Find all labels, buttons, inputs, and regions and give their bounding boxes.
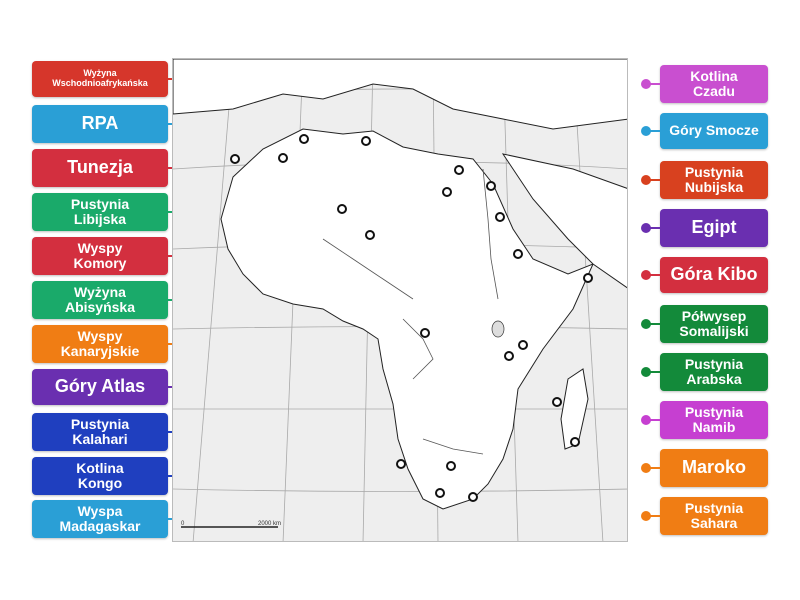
left-label-0[interactable]: Wyżyna Wschodnioafrykańska bbox=[32, 61, 184, 97]
map-marker[interactable] bbox=[518, 340, 528, 350]
left-label-7[interactable]: Góry Atlas bbox=[32, 369, 184, 405]
label-text: Kotlina Kongo bbox=[76, 459, 124, 491]
map-marker[interactable] bbox=[504, 351, 514, 361]
map-graphic: 0 2000 km bbox=[173, 59, 627, 541]
label-text: Kotlina Czadu bbox=[690, 67, 738, 99]
map-marker[interactable] bbox=[278, 153, 288, 163]
map-marker[interactable] bbox=[442, 187, 452, 197]
pin-dot[interactable] bbox=[641, 511, 651, 521]
map-marker[interactable] bbox=[583, 273, 593, 283]
label-text: Wyżyna Wschodnioafrykańska bbox=[52, 68, 148, 88]
label-text: Góry Atlas bbox=[54, 376, 146, 397]
europe-landmass bbox=[173, 59, 627, 130]
map-marker[interactable] bbox=[486, 181, 496, 191]
pin-dot[interactable] bbox=[641, 223, 651, 233]
left-label-2[interactable]: Tunezja bbox=[32, 149, 184, 187]
label-text: Góra Kibo bbox=[670, 264, 758, 285]
label-text: Pustynia Libijska bbox=[70, 195, 130, 227]
map-marker[interactable] bbox=[513, 249, 523, 259]
africa-map: 0 2000 km bbox=[172, 58, 628, 542]
left-label-5[interactable]: Wyżyna Abisyńska bbox=[32, 281, 184, 319]
label-text: Wyspa Madagaskar bbox=[59, 502, 141, 534]
map-marker[interactable] bbox=[552, 397, 562, 407]
pin-line bbox=[648, 419, 660, 421]
label-text: Wyspy Komory bbox=[73, 239, 127, 271]
pin-dot[interactable] bbox=[641, 319, 651, 329]
pin-line bbox=[648, 515, 660, 517]
map-marker[interactable] bbox=[337, 204, 347, 214]
pin-line bbox=[648, 274, 660, 276]
label-text: Góry Smocze bbox=[669, 122, 759, 139]
right-label-3[interactable]: Egipt bbox=[641, 209, 768, 247]
right-label-8[interactable]: Maroko bbox=[641, 449, 768, 487]
pin-dot[interactable] bbox=[641, 270, 651, 280]
right-label-7[interactable]: Pustynia Namib bbox=[641, 401, 768, 439]
right-label-9[interactable]: Pustynia Sahara bbox=[641, 497, 768, 535]
left-label-8[interactable]: Pustynia Kalahari bbox=[32, 413, 184, 451]
right-label-2[interactable]: Pustynia Nubijska bbox=[641, 161, 768, 199]
pin-dot[interactable] bbox=[641, 463, 651, 473]
left-label-10[interactable]: Wyspa Madagaskar bbox=[32, 500, 184, 538]
pin-dot[interactable] bbox=[641, 367, 651, 377]
left-label-4[interactable]: Wyspy Komory bbox=[32, 237, 184, 275]
pin-line bbox=[648, 227, 660, 229]
map-marker[interactable] bbox=[446, 461, 456, 471]
pin-line bbox=[648, 467, 660, 469]
lake-victoria bbox=[491, 320, 505, 338]
map-marker[interactable] bbox=[365, 230, 375, 240]
left-label-6[interactable]: Wyspy Kanaryjskie bbox=[32, 325, 184, 363]
pin-dot[interactable] bbox=[641, 126, 651, 136]
label-text: Tunezja bbox=[67, 157, 133, 178]
pin-line bbox=[648, 371, 660, 373]
label-text: Wyżyna Abisyńska bbox=[64, 283, 136, 315]
label-text: Maroko bbox=[681, 457, 746, 478]
map-marker[interactable] bbox=[420, 328, 430, 338]
right-label-4[interactable]: Góra Kibo bbox=[641, 257, 768, 293]
left-label-1[interactable]: RPA bbox=[32, 105, 184, 143]
right-label-5[interactable]: Półwysep Somalijski bbox=[641, 305, 768, 343]
label-text: Pustynia Arabska bbox=[684, 355, 744, 387]
label-text: RPA bbox=[81, 113, 119, 134]
pin-line bbox=[648, 130, 660, 132]
map-marker[interactable] bbox=[570, 437, 580, 447]
pin-line bbox=[648, 179, 660, 181]
label-text: Pustynia Namib bbox=[684, 403, 744, 435]
label-text: Pustynia Sahara bbox=[684, 499, 744, 531]
label-text: Egipt bbox=[691, 217, 737, 238]
left-label-3[interactable]: Pustynia Libijska bbox=[32, 193, 184, 231]
label-text: Pustynia Kalahari bbox=[70, 415, 130, 447]
pin-dot[interactable] bbox=[641, 79, 651, 89]
map-marker[interactable] bbox=[435, 488, 445, 498]
map-marker[interactable] bbox=[495, 212, 505, 222]
map-marker[interactable] bbox=[454, 165, 464, 175]
africa-landmass bbox=[220, 128, 594, 510]
rivers bbox=[322, 168, 499, 455]
pin-dot[interactable] bbox=[641, 175, 651, 185]
left-label-9[interactable]: Kotlina Kongo bbox=[32, 457, 184, 495]
pin-line bbox=[648, 83, 660, 85]
label-text: Wyspy Kanaryjskie bbox=[60, 327, 140, 359]
pin-dot[interactable] bbox=[641, 415, 651, 425]
label-text: Pustynia Nubijska bbox=[684, 163, 744, 195]
right-label-0[interactable]: Kotlina Czadu bbox=[641, 65, 768, 103]
right-label-1[interactable]: Góry Smocze bbox=[641, 113, 768, 149]
scale-end: 2000 km bbox=[258, 521, 281, 527]
right-label-6[interactable]: Pustynia Arabska bbox=[641, 353, 768, 391]
map-marker[interactable] bbox=[468, 492, 478, 502]
scale-start: 0 bbox=[181, 521, 185, 527]
map-marker[interactable] bbox=[299, 134, 309, 144]
map-marker[interactable] bbox=[230, 154, 240, 164]
map-marker[interactable] bbox=[361, 136, 371, 146]
arabia-landmass bbox=[501, 153, 627, 289]
map-marker[interactable] bbox=[396, 459, 406, 469]
label-text: Półwysep Somalijski bbox=[679, 307, 749, 339]
pin-line bbox=[648, 323, 660, 325]
